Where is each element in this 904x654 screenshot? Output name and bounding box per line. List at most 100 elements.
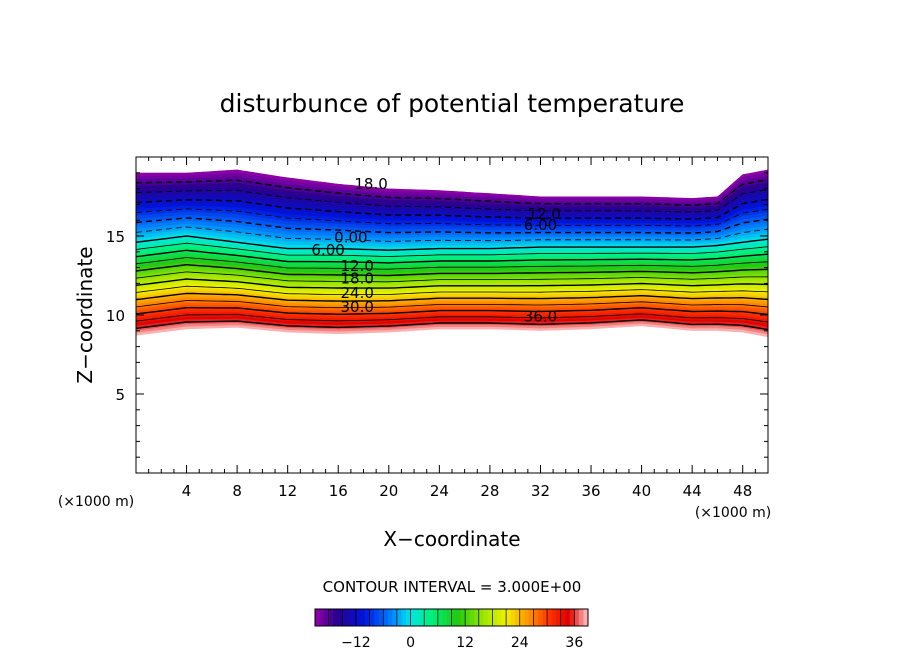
contour-line [135, 263, 769, 277]
x-tick-label: 16 [329, 482, 348, 500]
colorbar-swatch [574, 609, 580, 626]
colorbar-swatch [483, 609, 489, 626]
contour-line [135, 189, 769, 213]
contour-interval-label: CONTOUR INTERVAL = 3.000E+00 [323, 578, 582, 596]
contour-line [135, 217, 769, 234]
x-tick-label: 44 [683, 482, 702, 500]
colorbar-swatch [551, 609, 557, 626]
colorbar-swatch [365, 609, 371, 626]
x-tick-label: 28 [480, 482, 499, 500]
x-unit-label: (×1000 m) [695, 505, 771, 521]
colorbar-tick-label: 24 [511, 635, 529, 651]
y-unit-label: (×1000 m) [58, 494, 134, 510]
contour-line [135, 257, 769, 270]
contour-line [135, 208, 769, 227]
colorbar-swatch [324, 609, 330, 626]
contour-line [135, 226, 769, 242]
colorbar-swatch [351, 609, 357, 626]
colorbar-swatch [328, 609, 334, 626]
contour-label: 6.00 [524, 216, 557, 234]
colorbar-swatch [378, 609, 384, 626]
contour-label: 12.0 [340, 257, 373, 275]
colorbar-swatch [460, 609, 466, 626]
colorbar-swatch [501, 609, 507, 626]
contour-label: 24.0 [340, 284, 373, 302]
colorbar-swatch [487, 609, 493, 626]
y-tick-label: 10 [106, 307, 125, 325]
chart-title: disturbunce of potential temperature [220, 89, 685, 118]
colorbar-swatch [337, 609, 343, 626]
x-tick-label: 32 [531, 482, 550, 500]
x-tick-label: 12 [278, 482, 297, 500]
colorbar-swatch [465, 609, 471, 626]
colorbar-swatch [583, 609, 589, 626]
colorbar-swatch [565, 609, 571, 626]
colorbar-swatch [383, 609, 389, 626]
colorbar-swatch [319, 609, 325, 626]
colorbar-tick-label: −12 [341, 635, 371, 651]
colorbar-swatch [451, 609, 457, 626]
y-tick-label: 5 [115, 386, 125, 404]
colorbar-swatch [497, 609, 503, 626]
contour-line [135, 278, 769, 289]
contour-line [135, 307, 769, 316]
x-tick-label: 40 [632, 482, 651, 500]
contour-line [135, 292, 769, 302]
y-tick-label: 15 [106, 228, 125, 246]
contour-line [135, 178, 769, 206]
colorbar-swatch [492, 609, 498, 626]
colorbar-swatch [333, 609, 339, 626]
colorbar-swatch [474, 609, 480, 626]
colorbar-swatch [506, 609, 512, 626]
colorbar-swatch [533, 609, 539, 626]
colorbar-swatch [415, 609, 421, 626]
x-tick-label: 8 [232, 482, 242, 500]
contour-label: 6.00 [311, 241, 344, 259]
colorbar-swatch [406, 609, 412, 626]
colorbar-swatch [578, 609, 584, 626]
colorbar-swatch [478, 609, 484, 626]
x-tick-label: 36 [581, 482, 600, 500]
colorbar-swatch [560, 609, 566, 626]
contour-label: 18.0 [354, 175, 387, 193]
colorbar-swatch [346, 609, 352, 626]
colorbar: −12 0 12 24 36 [314, 608, 589, 651]
colorbar-swatch [569, 609, 575, 626]
contour-label: 30.0 [340, 298, 373, 316]
colorbar-swatch [510, 609, 516, 626]
contour-line [135, 300, 769, 309]
colorbar-swatch [528, 609, 534, 626]
colorbar-swatch [424, 609, 430, 626]
contour-line [135, 285, 769, 295]
colorbar-swatch [442, 609, 448, 626]
contour-label: 36.0 [524, 308, 557, 326]
colorbar-swatch [401, 609, 407, 626]
colorbar-tick-label: 36 [565, 635, 583, 651]
y-axis-label: Z−coordinate [73, 246, 97, 383]
colorbar-swatch [524, 609, 530, 626]
x-tick-label: 48 [733, 482, 752, 500]
colorbar-swatch [342, 609, 348, 626]
colorbar-tick-label: 12 [456, 635, 474, 651]
x-tick-label: 20 [379, 482, 398, 500]
colorbar-swatch [515, 609, 521, 626]
colorbar-swatch [369, 609, 375, 626]
colorbar-swatch [547, 609, 553, 626]
colorbar-swatch [355, 609, 361, 626]
colorbar-swatch [519, 609, 525, 626]
colorbar-swatch [469, 609, 475, 626]
x-axis-label: X−coordinate [383, 527, 520, 551]
colorbar-frame [314, 608, 589, 627]
colorbar-swatch [387, 609, 393, 626]
x-tick-label: 24 [430, 482, 449, 500]
colorbar-swatch [537, 609, 543, 626]
colorbar-swatch [360, 609, 366, 626]
contour-label: 0.00 [334, 229, 367, 247]
contour-line [135, 249, 769, 264]
colorbar-swatch [542, 609, 548, 626]
contour-line [135, 319, 769, 331]
colorbar-swatch [392, 609, 398, 626]
